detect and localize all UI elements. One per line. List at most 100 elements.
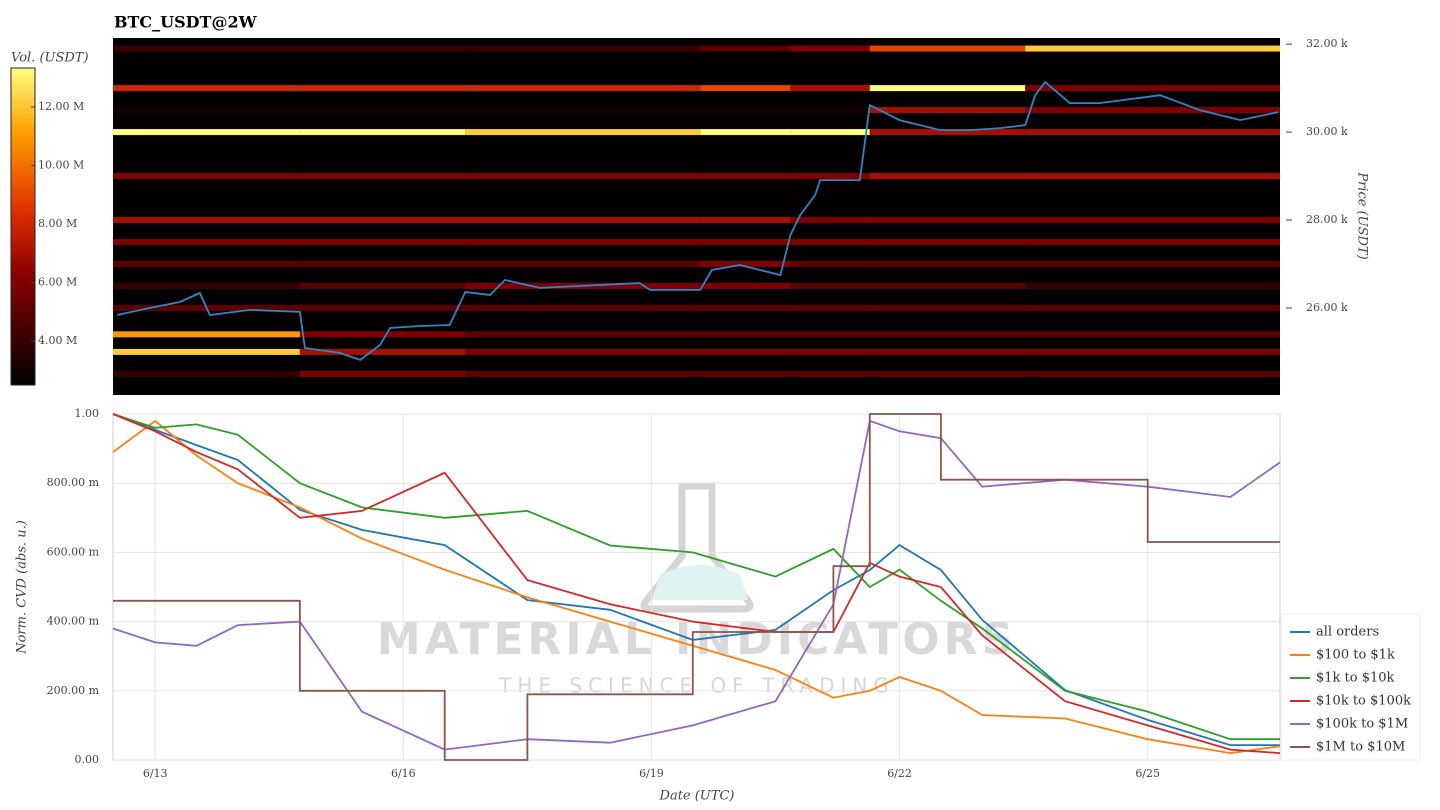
heatmap-cell <box>1025 304 1280 311</box>
heatmap-cell <box>113 217 300 224</box>
heatmap-cell <box>299 304 466 311</box>
heatmap-cell <box>869 173 1026 180</box>
colorbar-tick-label: 8.00 M <box>38 217 77 230</box>
cvd-line <box>112 413 1280 746</box>
heatmap-cell <box>299 260 466 267</box>
heatmap-cell <box>869 239 1026 245</box>
heatmap-cell <box>869 331 1026 338</box>
heatmap-cell <box>465 173 701 180</box>
heatmap-cell <box>1025 370 1280 377</box>
colorbar <box>10 67 36 386</box>
x-tick-label: 6/25 <box>1135 767 1160 780</box>
heatmap-cell <box>869 107 1026 114</box>
y-tick-label: 800.00 m <box>47 476 100 489</box>
cvd-line <box>112 419 1281 751</box>
legend-label: $1M to $10M <box>1316 740 1405 755</box>
legend <box>1281 613 1421 761</box>
heatmap-cell <box>790 85 870 92</box>
heatmap-cell <box>113 45 300 52</box>
heatmap-cell <box>790 173 870 180</box>
heatmap-cell <box>113 282 300 289</box>
y-tick-label: 400.00 m <box>47 615 100 628</box>
legend-label: $1k to $10k <box>1316 671 1395 686</box>
x-axis-label: Date (UTC) <box>659 789 735 804</box>
heatmap-cell <box>465 239 701 245</box>
x-tick-label: 6/16 <box>391 767 416 780</box>
heatmap-cell <box>1025 173 1280 180</box>
heatmap-cell <box>299 348 466 355</box>
heatmap-cell <box>299 282 466 289</box>
legend-label: $100k to $1M <box>1316 717 1408 732</box>
heatmap-cell <box>299 370 466 377</box>
heatmap-cell <box>113 331 300 338</box>
heatmap-cell <box>869 45 1026 52</box>
heatmap-cell <box>299 107 466 114</box>
heatmap-cell <box>869 304 1026 311</box>
x-tick-label: 6/22 <box>887 767 912 780</box>
colorbar-tick-label: 4.00 M <box>38 334 77 347</box>
y-axis-label: Norm. CVD (abs. u.) <box>15 520 30 655</box>
heatmap-cell <box>465 331 701 338</box>
heatmap-cell <box>700 129 791 136</box>
heatmap-cell <box>299 173 466 180</box>
heatmap-cell <box>790 45 870 52</box>
watermark <box>640 482 754 613</box>
heatmap-cell <box>113 348 300 355</box>
heatmap-cell <box>465 107 701 114</box>
cvd-line <box>112 413 1280 741</box>
heatmap-cell <box>465 129 701 136</box>
heatmap-cell <box>299 85 466 92</box>
y-tick-label: 0.00 <box>75 753 100 766</box>
cvd-line <box>112 419 1281 755</box>
heatmap-cell <box>700 173 791 180</box>
heatmap-cell <box>869 129 1026 136</box>
heatmap-cell <box>1025 129 1280 136</box>
heatmap-cell <box>700 370 791 377</box>
cvd-line <box>112 413 1281 754</box>
heatmap-cell <box>869 217 1026 224</box>
legend-label: $100 to $1k <box>1316 648 1395 663</box>
heatmap-cell <box>299 129 466 136</box>
y-tick-label: 1.00 <box>75 407 100 420</box>
heatmap-cell <box>113 107 300 114</box>
heatmap-cell <box>790 129 870 136</box>
heatmap-cell <box>113 260 300 267</box>
y-tick-label: 30.00 k <box>1306 125 1348 138</box>
y-tick-label: 28.00 k <box>1306 213 1348 226</box>
heatmap-cell <box>869 260 1026 267</box>
heatmap-cell <box>700 260 791 267</box>
heatmap-cell <box>299 45 466 52</box>
y-tick-label: 200.00 m <box>47 684 100 697</box>
heatmap-cell <box>700 217 791 224</box>
heatmap-cell <box>465 85 701 92</box>
x-tick-label: 6/19 <box>639 767 664 780</box>
legend-label: all orders <box>1316 625 1379 640</box>
heatmap-cell <box>700 331 791 338</box>
heatmap-background <box>113 38 1280 395</box>
heatmap-cell <box>113 129 300 136</box>
heatmap-cell <box>465 45 701 52</box>
heatmap-cell <box>299 217 466 224</box>
heatmap-cell <box>700 107 791 114</box>
heatmap-cell <box>1025 331 1280 338</box>
watermark-liquid <box>652 565 748 600</box>
heatmap-cell <box>869 282 1026 289</box>
colorbar-tick-label: 6.00 M <box>38 276 77 289</box>
heatmap-cell <box>790 217 870 224</box>
heatmap-cell <box>113 239 300 245</box>
heatmap-cell <box>1025 45 1280 52</box>
heatmap-cell <box>113 173 300 180</box>
y-axis-label: Price (USDT) <box>1355 171 1370 259</box>
heatmap-cell <box>1025 348 1280 355</box>
heatmap-cell <box>790 282 870 289</box>
heatmap-cell <box>465 217 701 224</box>
heatmap-cell <box>113 370 300 377</box>
legend-label: $10k to $100k <box>1316 694 1411 709</box>
heatmap-cell <box>1025 85 1280 92</box>
cvd-line <box>113 413 1280 761</box>
colorbar-tick-label: 12.00 M <box>38 100 84 113</box>
heatmap-cell <box>700 304 791 311</box>
heatmap-cell <box>1025 107 1280 114</box>
